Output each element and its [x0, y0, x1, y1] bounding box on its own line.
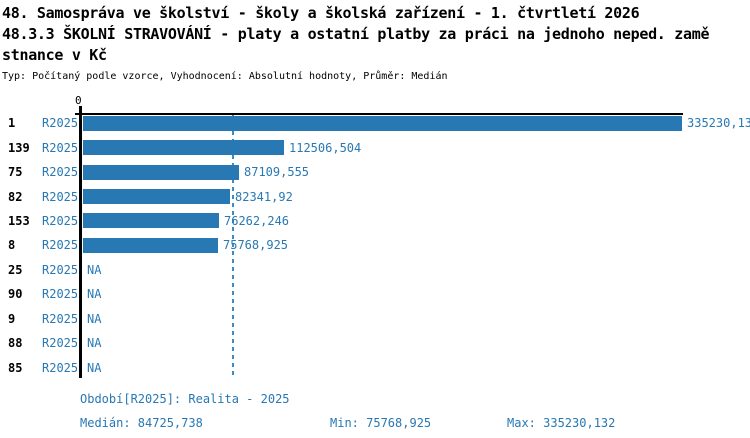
- report-title-line-3: stnance v Kč: [2, 46, 107, 64]
- row-category-label: 90: [8, 287, 23, 302]
- row-category-label: 8: [8, 238, 16, 253]
- row-category-label: 85: [8, 360, 23, 375]
- bar-value-label: 112506,504: [289, 140, 362, 155]
- row-category-label: 9: [8, 311, 16, 326]
- row-category-label: 139: [8, 140, 30, 155]
- chart-row: 25 R2025 NA: [0, 258, 750, 282]
- row-category-label: 75: [8, 165, 23, 180]
- chart-row: 139 R2025 112506,504: [0, 135, 750, 159]
- footer-max-stat: Max: 335230,132: [507, 416, 616, 430]
- chart-row: 153 R2025 76262,246: [0, 209, 750, 233]
- bar-value-label: 76262,246: [224, 213, 290, 228]
- chart-row: 88 R2025 NA: [0, 331, 750, 355]
- row-period-label: R2025: [42, 238, 79, 253]
- report-title-line-1: 48. Samospráva ve školství - školy a ško…: [2, 4, 640, 22]
- bar: [83, 237, 218, 253]
- row-bar-area: NA: [83, 287, 750, 301]
- bar-value-label: 87109,555: [244, 165, 310, 180]
- bar-value-label: NA: [87, 287, 102, 302]
- row-bar-area: 335230,132: [83, 115, 750, 131]
- chart-row: 90 R2025 NA: [0, 282, 750, 306]
- row-category-label: 82: [8, 189, 23, 204]
- row-bar-area: 75768,925: [83, 237, 750, 253]
- row-bar-area: 87109,555: [83, 164, 750, 180]
- report-title-line-2: 48.3.3 ŠKOLNÍ STRAVOVÁNÍ - platy a ostat…: [2, 25, 710, 43]
- row-period-label: R2025: [42, 189, 79, 204]
- bar-value-label: 82341,92: [235, 189, 293, 204]
- bar: [83, 189, 230, 205]
- chart-row: 82 R2025 82341,92: [0, 184, 750, 208]
- bar: [83, 140, 284, 156]
- row-category-label: 25: [8, 262, 23, 277]
- bar-value-label: NA: [87, 262, 102, 277]
- row-bar-area: NA: [83, 263, 750, 277]
- row-period-label: R2025: [42, 311, 79, 326]
- bar-value-label: NA: [87, 360, 102, 375]
- row-bar-area: NA: [83, 312, 750, 326]
- median-reference-line: [232, 115, 234, 377]
- chart-row: 9 R2025 NA: [0, 307, 750, 331]
- row-period-label: R2025: [42, 116, 79, 131]
- value-axis-line: [75, 113, 683, 115]
- bar: [83, 115, 682, 131]
- category-axis-line: [79, 106, 82, 378]
- row-bar-area: 82341,92: [83, 189, 750, 205]
- row-bar-area: 76262,246: [83, 213, 750, 229]
- row-period-label: R2025: [42, 336, 79, 351]
- row-period-label: R2025: [42, 165, 79, 180]
- row-period-label: R2025: [42, 360, 79, 375]
- row-period-label: R2025: [42, 213, 79, 228]
- footer-period-info: Období[R2025]: Realita - 2025: [80, 392, 290, 406]
- report-header: 48. Samospráva ve školství - školy a ško…: [2, 3, 710, 84]
- value-axis-zero-label: 0: [75, 94, 82, 107]
- bar-value-label: 75768,925: [223, 238, 289, 253]
- row-bar-area: NA: [83, 361, 750, 375]
- row-category-label: 153: [8, 213, 30, 228]
- bar-value-label: NA: [87, 336, 102, 351]
- bar-value-label: 335230,132: [687, 116, 750, 131]
- chart-row: 1 R2025 335230,132: [0, 111, 750, 135]
- bar: [83, 164, 239, 180]
- chart-rows: 1 R2025 335230,132 139 R2025 112506,504 …: [0, 111, 750, 380]
- chart-row: 75 R2025 87109,555: [0, 160, 750, 184]
- footer-min-stat: Min: 75768,925: [330, 416, 432, 430]
- row-bar-area: NA: [83, 336, 750, 350]
- row-category-label: 88: [8, 336, 23, 351]
- chart-row: 8 R2025 75768,925: [0, 233, 750, 257]
- chart-row: 85 R2025 NA: [0, 355, 750, 379]
- row-period-label: R2025: [42, 140, 79, 155]
- row-bar-area: 112506,504: [83, 140, 750, 156]
- row-period-label: R2025: [42, 262, 79, 277]
- footer-median-stat: Medián: 84725,738: [80, 416, 203, 430]
- bar: [83, 213, 219, 229]
- row-category-label: 1: [8, 116, 16, 131]
- row-period-label: R2025: [42, 287, 79, 302]
- bar-value-label: NA: [87, 311, 102, 326]
- report-subtitle: Typ: Počítaný podle vzorce, Vyhodnocení:…: [2, 71, 448, 82]
